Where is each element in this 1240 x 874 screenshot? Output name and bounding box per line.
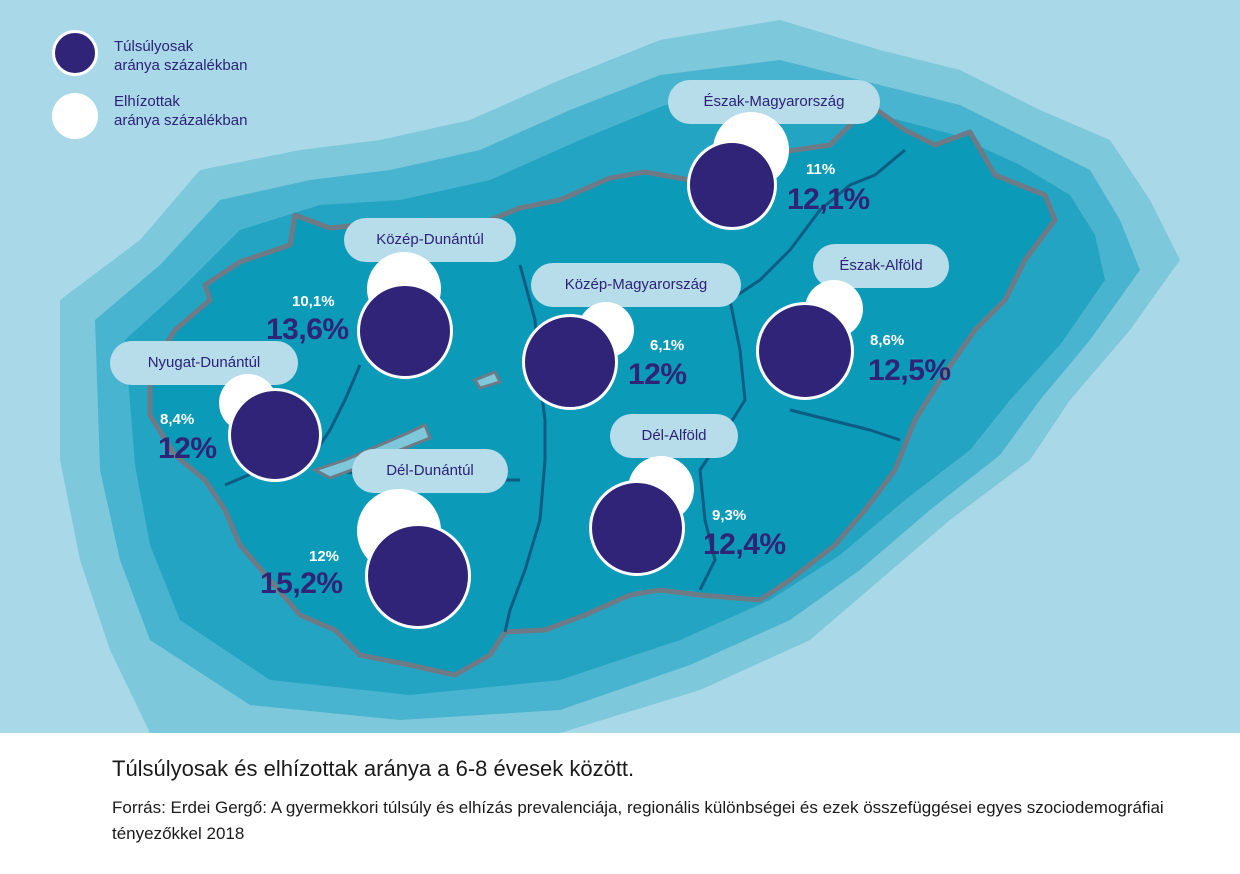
caption-title: Túlsúlyosak és elhízottak aránya a 6-8 é… (112, 756, 635, 781)
obese-value-eszak-alfold: 8,6% (870, 332, 905, 349)
region-label-del-dunantul: Dél-Dunántúl (352, 449, 508, 493)
region-label-kozep-dunantul: Közép-Dunántúl (344, 218, 516, 262)
region-label-kozep-magyarorszag: Közép-Magyarország (531, 263, 741, 307)
region-label-eszak-magyarorszag: Észak-Magyarország (668, 80, 880, 124)
obese-value-kozep-dunantul: 10,1% (292, 293, 335, 310)
overweight-circle-nyugat-dunantul (228, 388, 322, 482)
overweight-value-kozep-magyarorszag: 12% (628, 358, 687, 391)
overweight-circle-eszak-magyarorszag (687, 140, 777, 230)
overweight-value-del-dunantul: 15,2% (260, 567, 343, 600)
obese-value-nyugat-dunantul: 8,4% (160, 411, 195, 428)
overweight-value-nyugat-dunantul: 12% (158, 432, 217, 465)
overweight-circle-kozep-dunantul (357, 283, 453, 379)
legend-overweight-dot (52, 30, 98, 76)
region-label-del-alfold: Dél-Alföld (610, 414, 738, 458)
map-area: Túlsúlyosak aránya százalékban Elhízotta… (0, 0, 1240, 733)
legend-overweight-label: Túlsúlyosak aránya százalékban (114, 38, 248, 74)
overweight-circle-del-dunantul (365, 523, 471, 629)
caption-source: Forrás: Erdei Gergő: A gyermekkori túlsú… (112, 798, 1164, 843)
boundary-east (789, 408, 901, 442)
obese-value-eszak-magyarorszag: 11% (806, 161, 836, 178)
overweight-value-del-alfold: 12,4% (703, 528, 786, 561)
lake-velence (472, 370, 503, 390)
obese-value-del-dunantul: 12% (309, 548, 340, 565)
overweight-circle-del-alfold (589, 480, 685, 576)
obese-value-del-alfold: 9,3% (712, 507, 747, 524)
legend-obese-label: Elhízottak aránya százalékban (114, 93, 248, 129)
overweight-value-eszak-magyarorszag: 12,1% (787, 183, 870, 216)
obese-value-kozep-magyarorszag: 6,1% (650, 337, 685, 354)
legend-obese-dot (52, 93, 98, 139)
overweight-value-eszak-alfold: 12,5% (868, 354, 951, 387)
overweight-value-kozep-dunantul: 13,6% (266, 313, 349, 346)
overweight-circle-eszak-alfold (756, 302, 854, 400)
region-label-nyugat-dunantul: Nyugat-Dunántúl (110, 341, 298, 385)
overweight-circle-kozep-magyarorszag (522, 314, 618, 410)
